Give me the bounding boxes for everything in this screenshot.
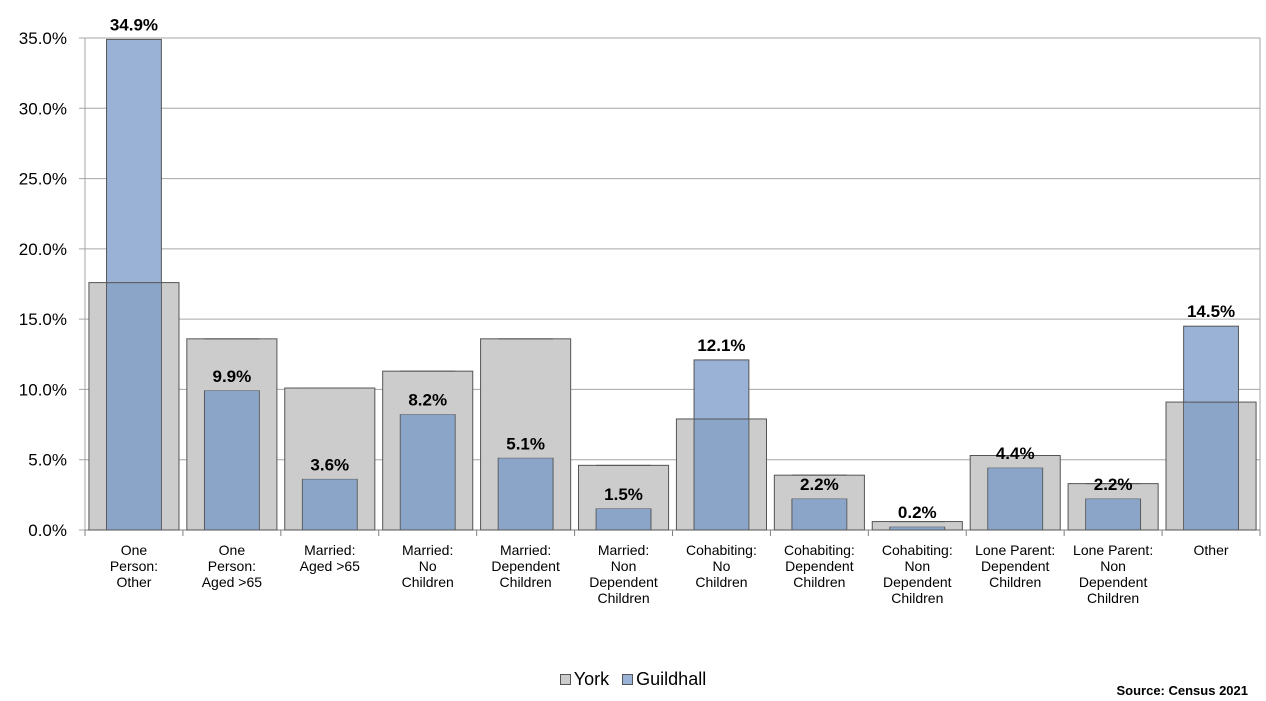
bar-guildhall-overlap: [988, 468, 1043, 530]
y-tick-label: 10.0%: [19, 380, 67, 399]
bar-guildhall-overlap: [498, 458, 553, 530]
data-label: 5.1%: [506, 434, 545, 453]
legend-label-guildhall: Guildhall: [636, 669, 707, 689]
data-label: 3.6%: [310, 455, 349, 474]
y-tick-label: 30.0%: [19, 99, 67, 118]
x-tick-label-line: No: [713, 558, 731, 574]
x-tick-label-line: Dependent: [883, 574, 952, 590]
x-tick-label: Married: No Children: [402, 542, 454, 590]
x-tick-label-line: Married:: [304, 542, 355, 558]
x-tick-label: Married: Dependent Children: [491, 542, 560, 590]
legend-label-york: York: [573, 669, 610, 689]
x-tick-label: One Person: Aged >65: [202, 542, 263, 590]
x-tick-label-line: Dependent: [491, 558, 560, 574]
data-label: 9.9%: [213, 367, 252, 386]
bar-guildhall-overlap: [400, 414, 455, 530]
x-tick-label-line: Aged >65: [300, 558, 361, 574]
y-tick-label: 35.0%: [19, 29, 67, 48]
data-label: 12.1%: [697, 336, 745, 355]
data-label: 2.2%: [1094, 475, 1133, 494]
x-tick-label-line: Married:: [402, 542, 453, 558]
data-label: 0.2%: [898, 503, 937, 522]
data-label: 2.2%: [800, 475, 839, 494]
x-tick-label-line: Cohabiting:: [784, 542, 855, 558]
bar-guildhall-overlap: [596, 508, 651, 530]
x-tick-label-line: Aged >65: [202, 574, 263, 590]
x-tick-label: Cohabiting: Dependent Children: [784, 542, 855, 590]
x-tick-label-line: Cohabiting:: [686, 542, 757, 558]
x-tick-label-line: Non: [904, 558, 930, 574]
data-label: 14.5%: [1187, 302, 1235, 321]
data-label: 4.4%: [996, 444, 1035, 463]
bar-guildhall-overlap: [1184, 402, 1238, 530]
y-tick-label: 5.0%: [28, 451, 67, 470]
household-composition-chart: 0.0% 5.0% 10.0% 15.0% 20.0% 25.0% 30.0% 35.0% 34…: [19, 15, 1261, 606]
x-tick-label: Married: Aged >65: [300, 542, 361, 574]
x-tick-label: Cohabiting: Non Dependent Children: [882, 542, 953, 606]
x-tick-label-line: Children: [500, 574, 552, 590]
y-tick-label: 25.0%: [19, 170, 67, 189]
x-tick-label-line: Lone Parent:: [975, 542, 1055, 558]
x-tick-label-line: One: [121, 542, 148, 558]
x-tick-label-line: Non: [611, 558, 637, 574]
data-label: 34.9%: [110, 15, 158, 34]
x-tick-label-line: Other: [1194, 542, 1229, 558]
bar-guildhall-overlap: [1086, 499, 1141, 530]
x-tick-label: Cohabiting: No Children: [686, 542, 757, 590]
x-tick-label-line: Non: [1100, 558, 1126, 574]
bar-guildhall-overlap: [204, 390, 259, 530]
x-tick-label-line: Children: [597, 590, 649, 606]
x-tick-label-line: Children: [989, 574, 1041, 590]
x-tick-label-line: Married:: [598, 542, 649, 558]
x-tick-label-line: Children: [695, 574, 747, 590]
legend: York Guildhall: [0, 669, 1266, 690]
x-tick-label-line: Children: [402, 574, 454, 590]
x-tick-label-line: Person:: [110, 558, 158, 574]
x-tick-label: Lone Parent: Non Dependent Children: [1073, 542, 1153, 606]
x-tick-label: Other: [1194, 542, 1229, 558]
bar-guildhall-overlap: [694, 418, 749, 530]
x-tick-label-line: Dependent: [981, 558, 1050, 574]
legend-item-guildhall: Guildhall: [622, 669, 706, 690]
bar-guildhall-overlap: [107, 282, 161, 530]
x-tick-label-line: Person:: [208, 558, 256, 574]
x-tick-label: Lone Parent: Dependent Children: [975, 542, 1055, 590]
bar-guildhall-overlap: [890, 527, 945, 530]
x-tick-label-line: Married:: [500, 542, 551, 558]
x-tick-label-line: Children: [1087, 590, 1139, 606]
y-tick-label: 20.0%: [19, 240, 67, 259]
legend-item-york: York: [559, 669, 610, 690]
y-tick-label: 0.0%: [28, 521, 67, 540]
bar-guildhall-overlap: [302, 479, 357, 530]
x-tick-label-line: Children: [793, 574, 845, 590]
data-label: 1.5%: [604, 485, 643, 504]
x-tick-label-line: One: [219, 542, 246, 558]
x-tick-label-line: Lone Parent:: [1073, 542, 1153, 558]
x-tick-label-line: Cohabiting:: [882, 542, 953, 558]
x-tick-label-line: Other: [116, 574, 151, 590]
x-tick-label-line: Children: [891, 590, 943, 606]
y-tick-label: 15.0%: [19, 310, 67, 329]
legend-swatch-guildhall: [622, 674, 634, 685]
x-tick-label-line: Dependent: [589, 574, 658, 590]
x-tick-label-line: No: [419, 558, 437, 574]
x-tick-label: Married: Non Dependent Children: [589, 542, 658, 606]
bar-guildhall-overlap: [792, 499, 847, 530]
x-tick-label-line: Dependent: [785, 558, 854, 574]
data-label: 8.2%: [408, 391, 447, 410]
x-tick-label: One Person: Other: [110, 542, 158, 590]
source-note: Source: Census 2021: [1116, 683, 1248, 698]
legend-swatch-york: [559, 674, 571, 685]
x-tick-label-line: Dependent: [1079, 574, 1148, 590]
